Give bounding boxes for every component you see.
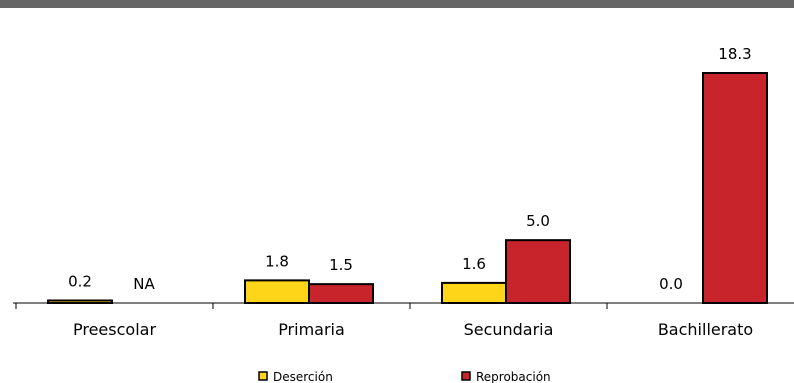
data-label: NA [133,275,155,293]
data-label: 5.0 [526,212,550,230]
bar-deserción-primaria [244,279,310,304]
category-label: Primaria [278,320,345,339]
x-axis-ticks [15,303,608,309]
bar-deserción-secundaria [441,281,507,305]
category-label: Secundaria [464,320,554,339]
legend-label: Reprobación [476,370,551,383]
data-label: 1.8 [265,252,289,270]
bar-reprobación-bachillerato [702,72,768,304]
data-label: 0.2 [68,272,92,290]
bars-group [47,72,768,305]
legend-label: Deserción [273,370,333,383]
category-labels: Preescolar Primaria Secundaria Bachillerato [73,320,753,339]
data-label: 0.0 [659,275,683,293]
bar-reprobación-secundaria [505,239,571,304]
legend-swatch [258,371,268,381]
category-label: Preescolar [73,320,156,339]
bar-reprobación-primaria [308,283,374,305]
top-band [0,0,794,8]
category-label: Bachillerato [658,320,753,339]
legend-swatch [461,371,471,381]
data-label: 1.6 [462,255,486,273]
data-label: 18.3 [718,45,751,63]
legend: Deserción Reprobación [258,370,551,383]
data-label: 1.5 [329,256,353,274]
value-labels-group: 0.2 NA 1.8 1.5 1.6 5.0 0.0 18.3 [68,45,752,293]
